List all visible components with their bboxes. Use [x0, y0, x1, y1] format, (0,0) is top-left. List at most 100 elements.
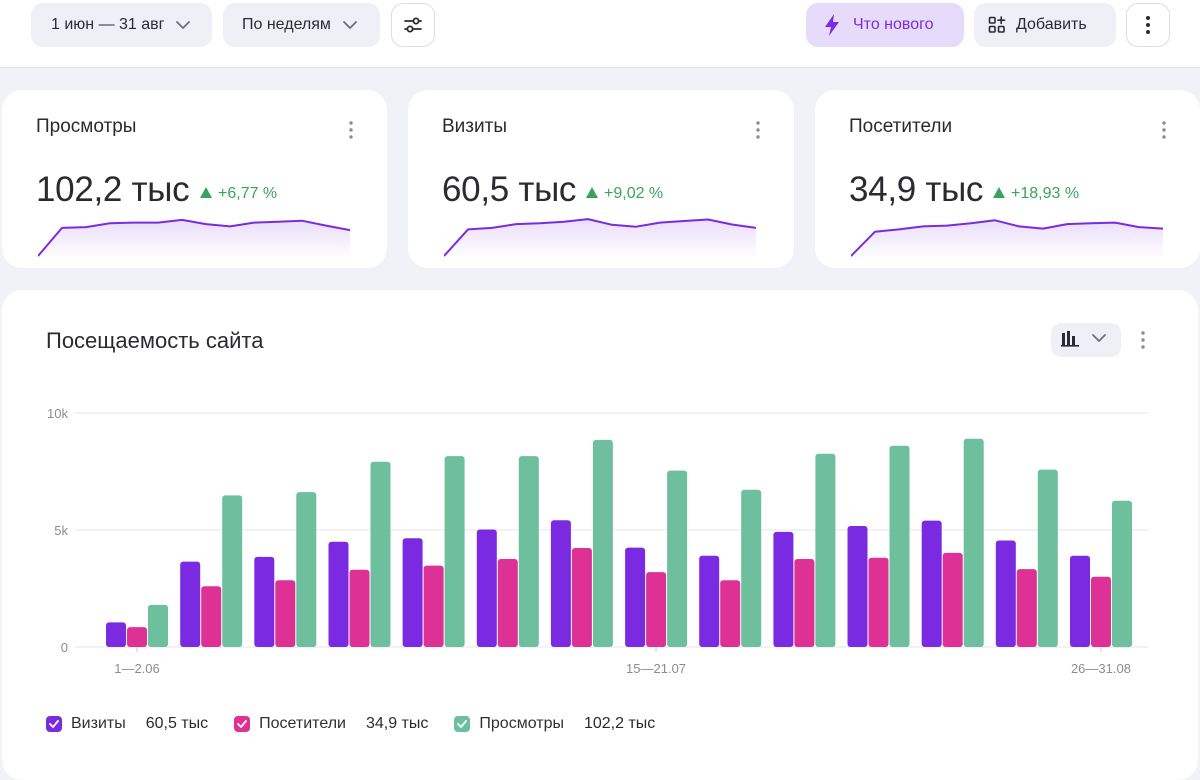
chevron-down-icon [1090, 329, 1108, 352]
card-title: Визиты [442, 116, 507, 137]
checkbox-icon [454, 716, 471, 732]
sliders-icon [402, 14, 424, 36]
triangle-up-icon [586, 185, 598, 203]
bar[interactable] [794, 559, 815, 647]
traffic-chart-panel: Посещаемость сайта 0 5k 10k 1—2.06 15—21.07 2… [2, 290, 1198, 780]
card-value: 60,5 тыс [442, 170, 577, 209]
bar[interactable] [127, 627, 147, 647]
kebab-icon[interactable] [746, 118, 770, 142]
sparkline-area [851, 220, 1163, 260]
lightning-icon [821, 13, 843, 37]
card-value: 102,2 тыс [36, 170, 190, 209]
sparkline-area [444, 219, 756, 260]
legend-name: Посетители [259, 715, 346, 732]
bar[interactable] [497, 559, 518, 647]
bar[interactable] [1037, 469, 1058, 647]
chart-type-selector[interactable] [1051, 323, 1121, 357]
bar[interactable] [699, 555, 720, 647]
kebab-icon[interactable] [1152, 118, 1176, 142]
bar[interactable] [889, 445, 910, 647]
bar[interactable] [815, 453, 836, 647]
legend-item-visits[interactable]: Визиты 60,5 тыс [46, 715, 208, 733]
checkbox-icon [234, 716, 251, 732]
metric-card-visitors[interactable]: Посетители 34,9 тыс +18,93 % [815, 90, 1200, 268]
y-tick-label: 0 [61, 640, 68, 655]
x-tick-label: 1—2.06 [114, 661, 160, 676]
bar[interactable] [222, 495, 243, 647]
bar[interactable] [773, 531, 794, 647]
bar[interactable] [423, 565, 444, 647]
chevron-down-icon [174, 16, 192, 34]
bar[interactable] [328, 541, 349, 647]
bar[interactable] [995, 540, 1016, 648]
top-toolbar: 1 июн — 31 авг По неделям Что нового [0, 0, 1200, 68]
bar[interactable] [720, 580, 741, 647]
card-value: 34,9 тыс [849, 170, 984, 209]
bar[interactable] [349, 569, 370, 647]
card-title: Посетители [849, 116, 953, 137]
card-delta-value: +9,02 % [604, 185, 664, 202]
bar[interactable] [1091, 576, 1111, 647]
triangle-up-icon [993, 185, 1005, 203]
bar[interactable] [518, 456, 539, 647]
bar[interactable] [201, 586, 222, 647]
bar[interactable] [180, 561, 201, 647]
bar[interactable] [847, 526, 868, 647]
bar[interactable] [370, 461, 391, 647]
add-widget-label: Добавить [1016, 16, 1087, 33]
bar[interactable] [550, 520, 571, 647]
bar-chart: 0 5k 10k 1—2.06 15—21.07 26—31.08 [47, 406, 1148, 676]
bar[interactable] [667, 470, 688, 647]
bar[interactable] [942, 552, 963, 647]
bar[interactable] [625, 547, 646, 647]
checkbox-icon [46, 716, 62, 732]
bar[interactable] [476, 529, 497, 648]
bar[interactable] [402, 538, 423, 647]
kebab-icon[interactable] [339, 118, 363, 142]
x-tick-label: 26—31.08 [1071, 661, 1131, 676]
sparkline [38, 218, 350, 260]
sparkline [851, 219, 1163, 260]
grouping-label: По неделям [242, 16, 331, 33]
legend-item-pageviews[interactable]: Просмотры 102,2 тыс [454, 715, 655, 733]
bar[interactable] [921, 520, 942, 647]
bar[interactable] [868, 557, 889, 647]
legend-item-visitors[interactable]: Посетители 34,9 тыс [234, 715, 428, 733]
more-menu-button[interactable] [1126, 3, 1170, 47]
bar[interactable] [592, 439, 613, 647]
bar[interactable] [296, 492, 317, 647]
triangle-up-icon [200, 185, 212, 203]
date-range-label: 1 июн — 31 авг [51, 16, 165, 33]
sparkline-area [38, 219, 350, 260]
panel-title: Посещаемость сайта [46, 328, 264, 353]
bar[interactable] [646, 572, 667, 647]
bar-chart-icon [1060, 329, 1080, 352]
metric-card-pageviews[interactable]: Просмотры 102,2 тыс +6,77 % [2, 90, 387, 268]
grouping-selector[interactable]: По неделям [223, 3, 380, 47]
add-widget-button[interactable]: Добавить [974, 3, 1116, 47]
bar[interactable] [1070, 555, 1090, 647]
metric-card-visits[interactable]: Визиты 60,5 тыс +9,02 % [408, 90, 794, 268]
date-range-selector[interactable]: 1 июн — 31 авг [31, 3, 212, 47]
y-tick-label: 10k [47, 406, 68, 421]
bar[interactable] [1112, 500, 1132, 648]
bar[interactable] [106, 622, 126, 647]
bar[interactable] [571, 548, 592, 647]
bar[interactable] [254, 556, 275, 647]
bar[interactable] [963, 438, 984, 647]
bar[interactable] [444, 456, 465, 647]
card-title: Просмотры [36, 116, 137, 137]
sparkline [444, 218, 756, 260]
bar[interactable] [275, 580, 296, 647]
kebab-icon[interactable] [1131, 328, 1155, 352]
whats-new-label: Что нового [853, 16, 934, 33]
whats-new-button[interactable]: Что нового [806, 3, 964, 47]
filter-button[interactable] [391, 3, 435, 47]
card-delta: +18,93 % [993, 185, 1079, 203]
card-delta: +9,02 % [586, 185, 663, 203]
bar[interactable] [148, 604, 168, 647]
legend-name: Визиты [71, 715, 126, 732]
chevron-down-icon [341, 16, 359, 34]
bar[interactable] [1016, 569, 1037, 647]
bar[interactable] [741, 489, 762, 647]
